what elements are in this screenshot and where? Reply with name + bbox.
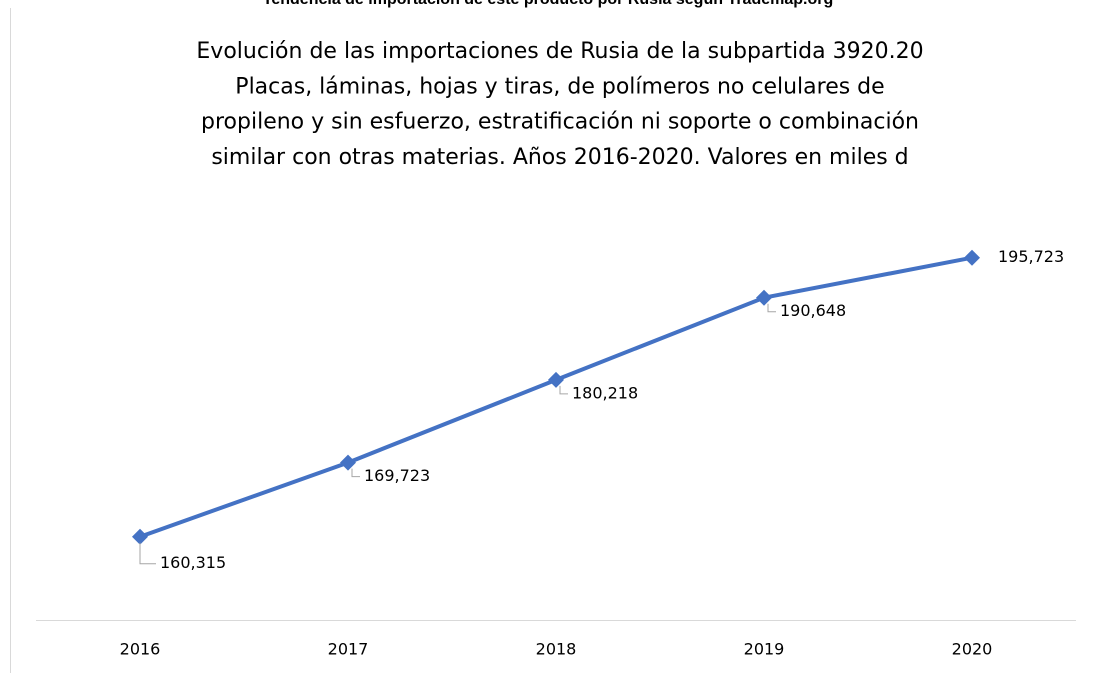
marker [340, 454, 356, 471]
chart-title: Evolución de las importaciones de Rusia … [196, 39, 923, 64]
x-tick-label: 2018 [536, 640, 577, 659]
marker [548, 371, 564, 388]
chart-title: propileno y sin esfuerzo, estratificació… [201, 110, 919, 135]
data-label: 180,218 [572, 383, 638, 402]
leader-line [767, 303, 776, 313]
chart-title: similar con otras materias. Años 2016-20… [211, 145, 908, 170]
x-tick-label: 2016 [120, 640, 161, 659]
line [139, 255, 973, 539]
data-label: 160,315 [160, 553, 226, 572]
x-tick-label: 2017 [328, 640, 369, 659]
marker [756, 289, 772, 306]
x-tick-label: 2019 [744, 640, 785, 659]
leader-line [139, 542, 156, 565]
chart-title: Placas, láminas, hojas y tiras, de polím… [235, 74, 884, 99]
data-label: 190,648 [780, 301, 846, 320]
marker [964, 249, 980, 266]
leader-line [351, 468, 360, 478]
data-label: 195,723 [998, 247, 1064, 266]
marker [132, 528, 148, 545]
x-tick-label: 2020 [952, 640, 993, 659]
data-label: 169,723 [364, 466, 430, 485]
caption: Tendencia de importación de este product… [263, 0, 833, 8]
leader-line [559, 385, 568, 395]
